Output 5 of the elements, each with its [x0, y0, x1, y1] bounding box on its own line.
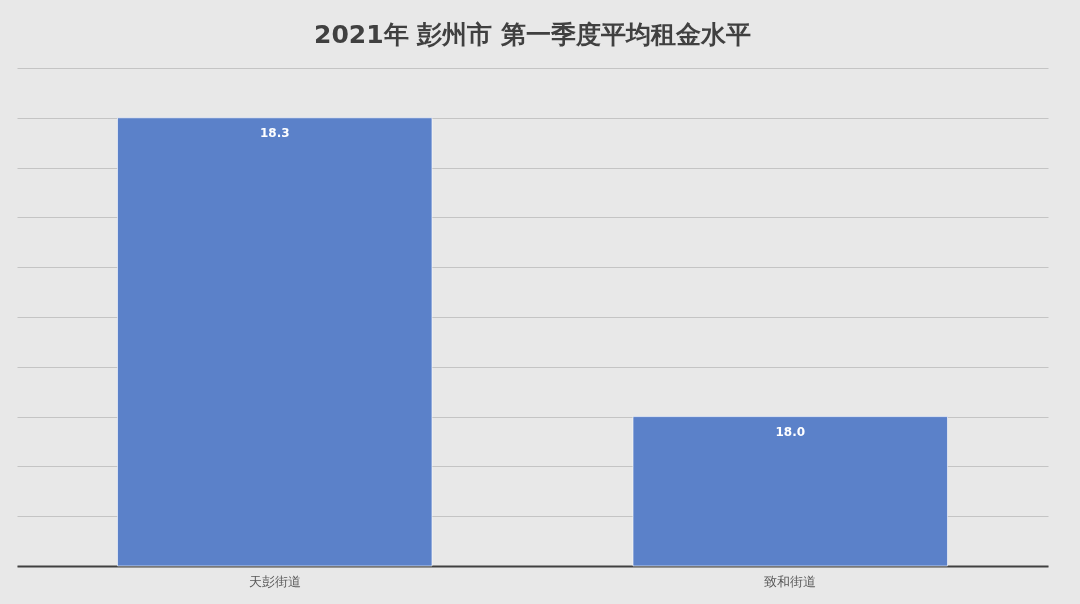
x-tick-label: 致和街道: [764, 573, 817, 589]
x-tick-label: 天彭街道: [248, 573, 301, 589]
chart-title: 2021年 彭州市 第一季度平均租金水平: [314, 20, 751, 49]
data-label: 18.0: [775, 424, 806, 439]
data-label: 18.3: [259, 125, 290, 140]
